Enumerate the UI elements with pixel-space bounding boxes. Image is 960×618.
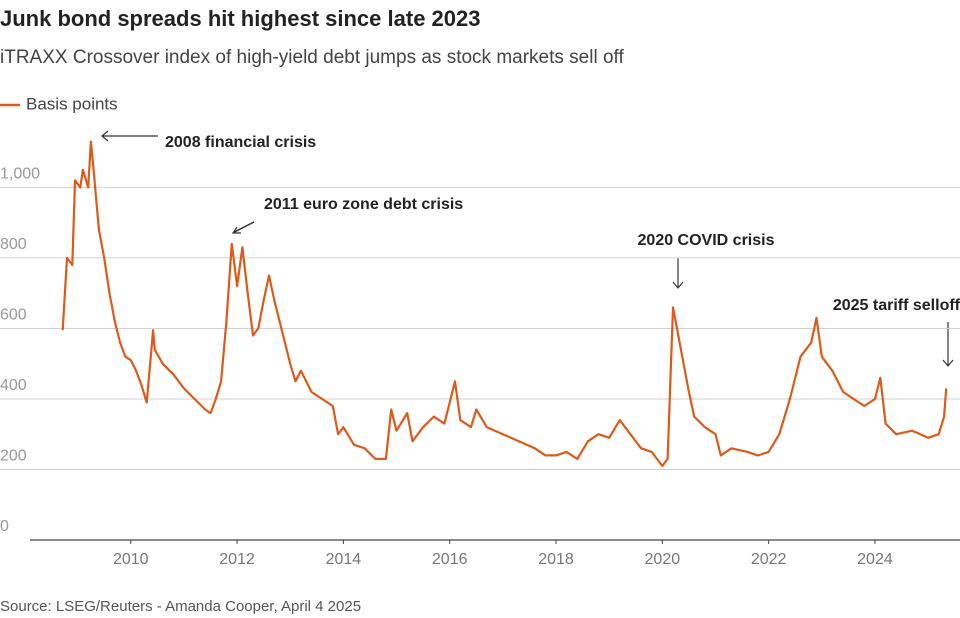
x-tick-label: 2022 <box>751 551 787 568</box>
source: Source: LSEG/Reuters - Amanda Cooper, Ap… <box>0 598 361 615</box>
x-tick-label: 2020 <box>645 551 681 568</box>
y-tick-label: 800 <box>0 236 27 253</box>
annotation: 2011 euro zone debt crisis <box>264 196 463 213</box>
annotation: 2020 COVID crisis <box>638 232 775 249</box>
annotation: 2008 financial crisis <box>165 134 316 151</box>
x-tick-label: 2010 <box>113 551 149 568</box>
x-tick-label: 2016 <box>432 551 468 568</box>
x-tick-label: 2018 <box>538 551 574 568</box>
chart-subtitle: iTRAXX Crossover index of high-yield deb… <box>0 47 624 68</box>
y-tick-label: 400 <box>0 377 27 394</box>
legend-label: Basis points <box>26 94 118 113</box>
annotation: 2025 tariff selloff <box>833 297 960 314</box>
annotation-arrows <box>101 130 954 367</box>
y-tick-label: 0 <box>0 518 9 535</box>
x-tick-label: 2014 <box>326 551 362 568</box>
chart-title: Junk bond spreads hit highest since late… <box>0 6 480 31</box>
y-tick-label: 1,000 <box>0 166 40 183</box>
y-tick-label: 200 <box>0 448 27 465</box>
y-tick-label: 600 <box>0 307 27 324</box>
x-tick-label: 2012 <box>219 551 255 568</box>
x-tick-label: 2024 <box>857 551 893 568</box>
series-line <box>61 140 948 468</box>
